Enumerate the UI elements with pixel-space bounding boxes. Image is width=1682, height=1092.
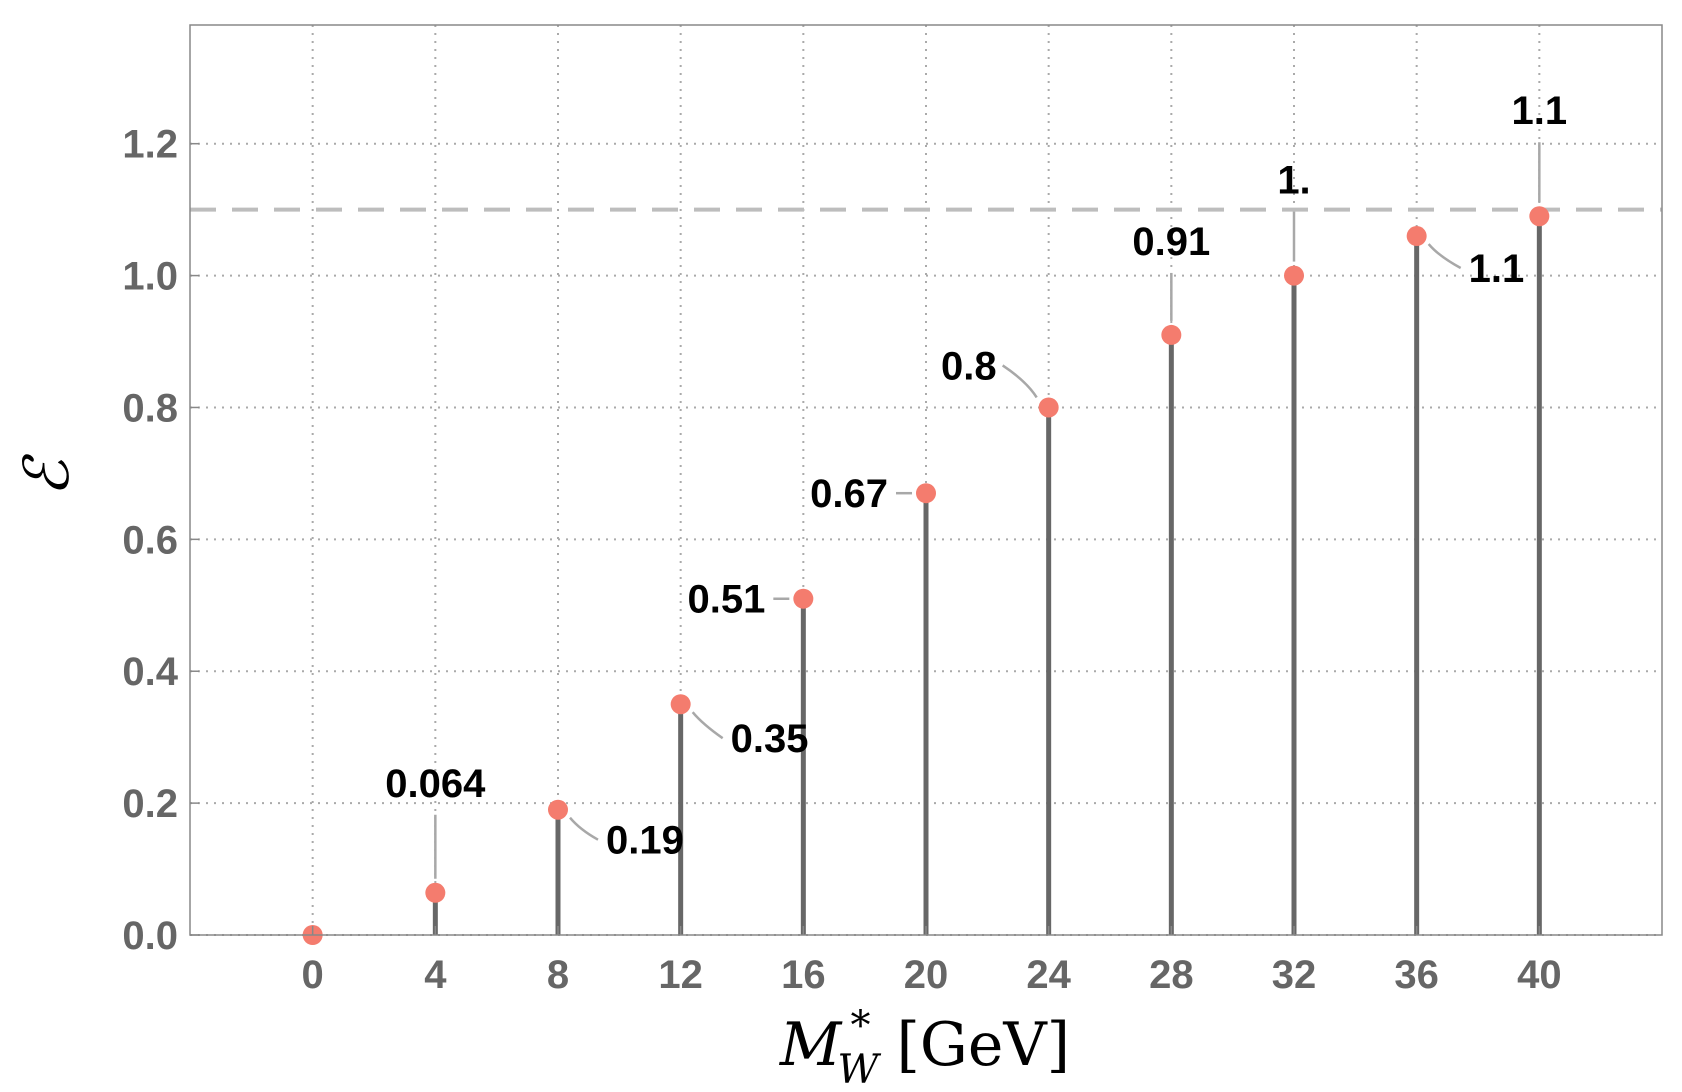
points: [302, 206, 1550, 945]
data-point-1: [425, 882, 446, 903]
y-tick-label-0: 0.0: [122, 914, 178, 958]
data-label-5: 0.67: [810, 472, 888, 516]
data-point-7: [1161, 324, 1182, 345]
data-point-2: [548, 799, 568, 820]
x-tick-label-2: 8: [547, 953, 569, 997]
x-tick-label-9: 36: [1394, 953, 1439, 997]
x-ticks: 0 4 8 12 16 20 24 28 32 36 40: [302, 926, 1562, 997]
data-point-4: [793, 588, 814, 609]
x-axis-title-main: M: [779, 1010, 843, 1080]
x-tick-label-10: 40: [1517, 953, 1562, 997]
data-point-10: [1529, 206, 1550, 227]
y-tick-label-3: 0.6: [122, 518, 178, 562]
data-label-6: 0.8: [941, 344, 997, 388]
data-label-4: 0.51: [687, 578, 765, 622]
x-tick-label-3: 12: [658, 953, 703, 997]
y-tick-label-6: 1.2: [122, 123, 178, 167]
y-tick-label-5: 1.0: [122, 255, 178, 299]
x-tick-label-1: 4: [424, 953, 447, 997]
x-tick-label-5: 20: [904, 953, 949, 997]
label-leaders: [434, 142, 1541, 879]
data-point-9: [1406, 226, 1427, 247]
data-labels: 0.064 0.19 0.35 0.51 0.67 0.8 0.91 1. 1.1 1.1: [385, 89, 1567, 862]
y-ticks: 0.0 0.2 0.4 0.6 0.8 1.0 1.2: [122, 123, 199, 958]
stems: [432, 216, 1542, 935]
data-label-9: 1.1: [1469, 247, 1525, 291]
data-label-7: 0.91: [1132, 220, 1210, 264]
y-tick-label-1: 0.2: [122, 782, 178, 826]
data-label-1: 0.064: [385, 762, 486, 806]
data-point-8: [1284, 265, 1304, 286]
data-point-5: [916, 483, 936, 504]
data-point-6: [1038, 397, 1059, 418]
x-axis-title-sup: *: [850, 1003, 870, 1049]
x-tick-label-7: 28: [1149, 953, 1194, 997]
leader-line-9: [1427, 243, 1462, 270]
y-tick-label-2: 0.4: [122, 650, 178, 694]
x-tick-label-8: 32: [1272, 953, 1317, 997]
x-axis-title-unit: [GeV]: [896, 1010, 1070, 1080]
x-tick-label-0: 0: [302, 953, 324, 997]
data-label-3: 0.35: [731, 717, 809, 761]
data-point-3: [670, 694, 691, 715]
x-tick-label-6: 24: [1026, 953, 1071, 997]
y-tick-label-4: 0.8: [122, 386, 178, 430]
x-axis-title-sub: W: [837, 1047, 881, 1092]
leader-line-2: [569, 816, 599, 841]
data-label-10: 1.1: [1512, 89, 1568, 133]
y-axis-title: ℰ: [10, 454, 83, 497]
data-label-2: 0.19: [606, 819, 684, 863]
x-tick-label-4: 16: [781, 953, 826, 997]
data-label-8: 1.: [1277, 159, 1310, 203]
x-axis-title: MW* [GeV]: [779, 1003, 1070, 1092]
leader-line-6: [1001, 364, 1038, 399]
leader-line-3: [691, 711, 724, 740]
